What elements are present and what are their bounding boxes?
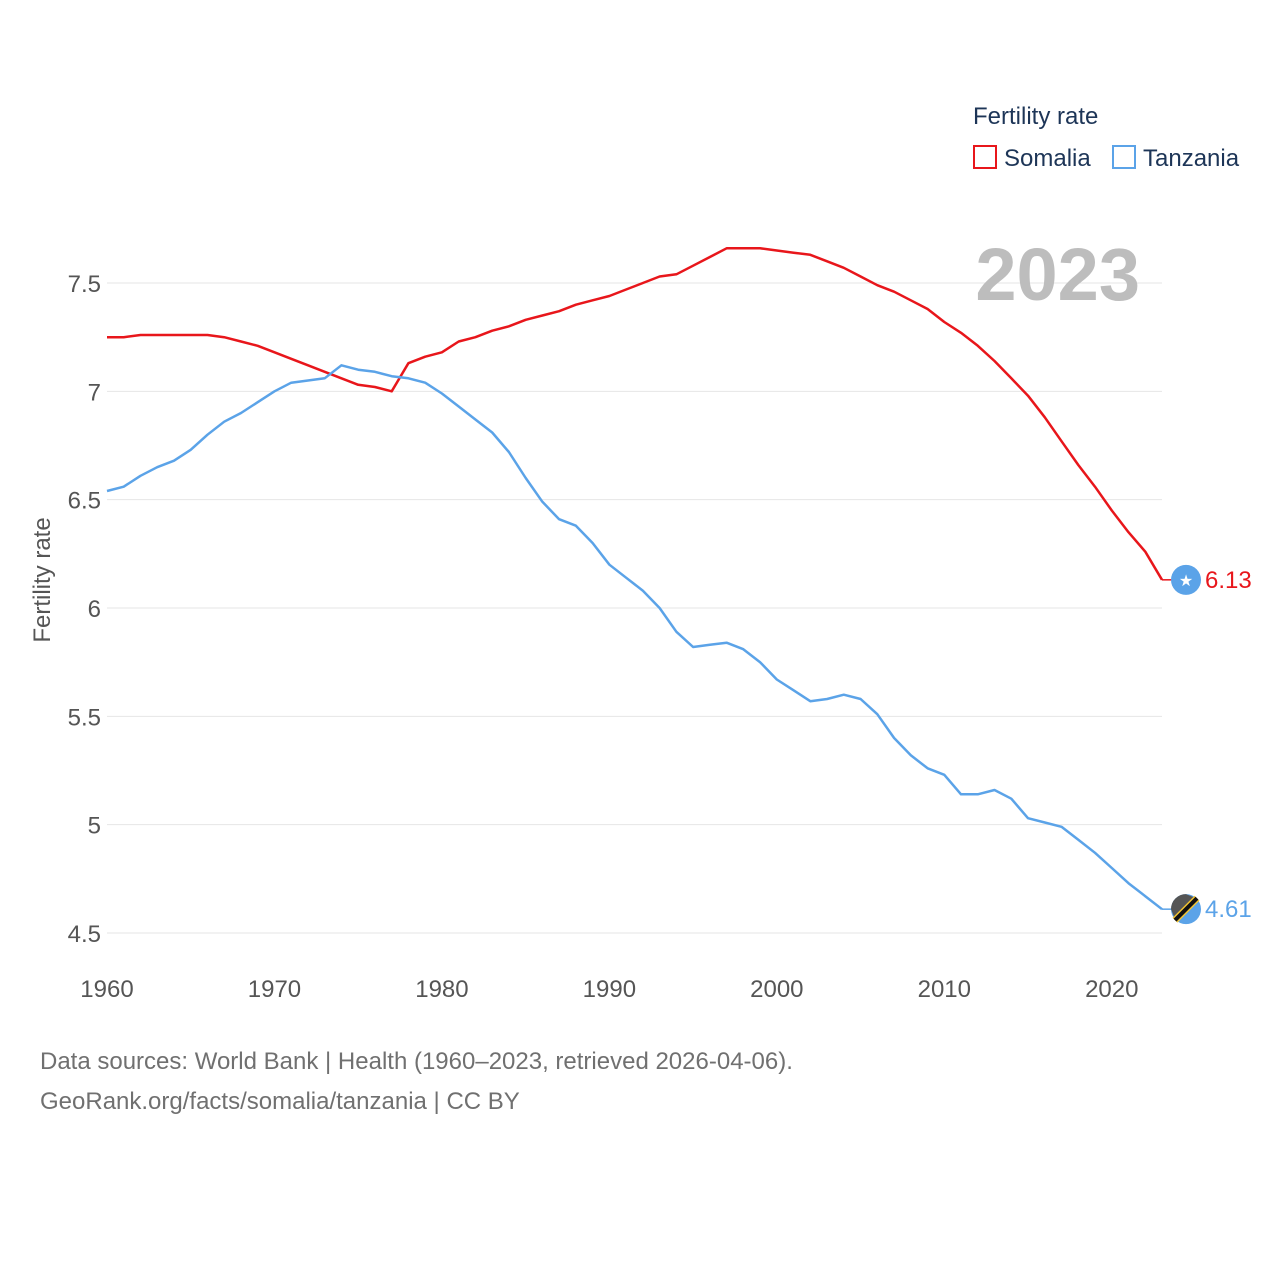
y-tick-label: 4.5	[68, 921, 101, 948]
end-value-label-somalia: 6.13	[1205, 567, 1252, 594]
x-tick-label: 1970	[248, 976, 301, 1003]
x-tick-label: 2000	[750, 976, 803, 1003]
legend-title: Fertility rate	[973, 103, 1098, 130]
x-axis-ticks: 1960 1970 1980 1990 2000 2010 2020	[80, 976, 1138, 1003]
x-tick-label: 2010	[918, 976, 971, 1003]
x-tick-label: 1990	[583, 976, 636, 1003]
star-icon: ★	[1179, 573, 1193, 590]
footer: Data sources: World Bank | Health (1960–…	[40, 1042, 793, 1122]
flag-stripe	[1173, 896, 1199, 922]
y-tick-label: 6	[88, 596, 101, 623]
y-axis-ticks: 4.5 5 5.5 6 6.5 7 7.5	[68, 271, 101, 948]
x-tick-label: 1960	[80, 976, 133, 1003]
y-tick-label: 5.5	[68, 704, 101, 731]
x-tick-label: 1980	[415, 976, 468, 1003]
x-tick-label: 2020	[1085, 976, 1138, 1003]
legend-label-somalia[interactable]: Somalia	[1004, 145, 1091, 172]
credit-link[interactable]: GeoRank.org/facts/somalia/tanzania | CC …	[40, 1088, 520, 1115]
current-year-label: 2023	[975, 233, 1140, 316]
y-tick-label: 6.5	[68, 488, 101, 515]
legend-swatch-somalia[interactable]	[973, 145, 997, 169]
data-sources-text: Data sources: World Bank | Health (1960–…	[40, 1048, 793, 1075]
legend-label-tanzania[interactable]: Tanzania	[1143, 145, 1240, 172]
series-line-somalia	[107, 247, 1164, 581]
gridlines	[107, 282, 1162, 934]
y-tick-label: 7.5	[68, 271, 101, 298]
end-value-label-tanzania: 4.61	[1205, 896, 1252, 923]
flag-somalia-icon	[1171, 564, 1201, 595]
y-tick-label: 7	[88, 379, 101, 406]
y-axis-title: Fertility rate	[29, 517, 56, 642]
series-line-tanzania	[106, 364, 1163, 911]
end-markers: ★ 6.13 4.61	[1162, 564, 1252, 925]
legend-swatch-tanzania[interactable]	[1112, 145, 1136, 169]
flag-stripe	[1171, 894, 1196, 920]
legend: Fertility rate Somalia Tanzania	[973, 103, 1240, 172]
series-lines	[106, 247, 1164, 911]
line-chart: 4.5 5 5.5 6 6.5 7 7.5 1960 1970 1980 1990 2000 2010…	[29, 103, 1252, 1003]
y-tick-label: 5	[88, 813, 101, 840]
